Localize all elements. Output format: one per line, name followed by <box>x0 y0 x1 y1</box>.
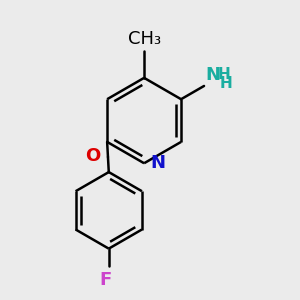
Text: F: F <box>100 271 112 289</box>
Text: N: N <box>151 154 166 172</box>
Text: CH₃: CH₃ <box>128 30 161 48</box>
Text: H: H <box>217 67 230 82</box>
Text: N: N <box>206 67 220 85</box>
Text: O: O <box>85 146 100 164</box>
Text: H: H <box>219 76 232 91</box>
